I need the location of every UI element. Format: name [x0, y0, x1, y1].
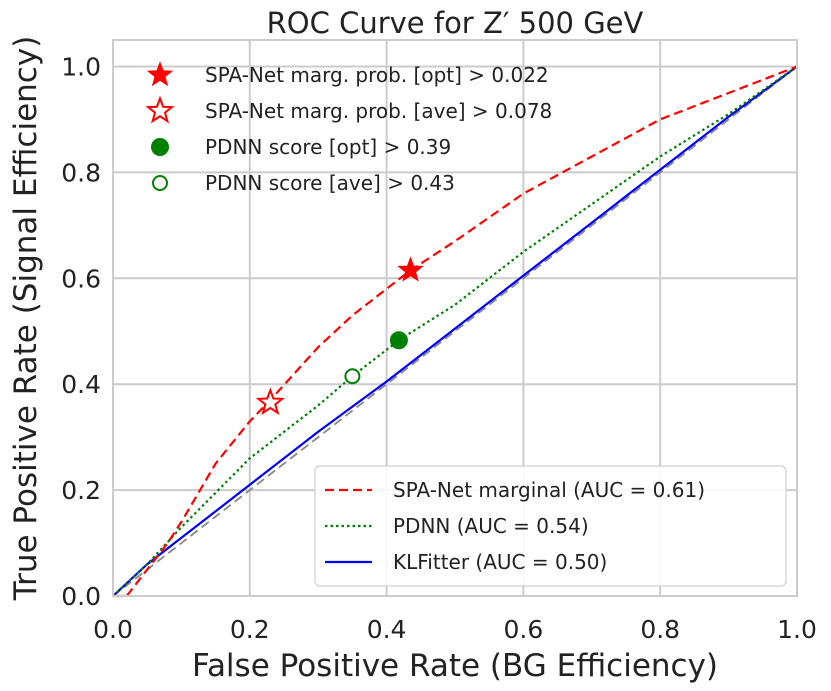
y-tick-label: 1.0 [61, 52, 101, 81]
x-axis-label: False Positive Rate (BG Efficiency) [192, 648, 718, 684]
data-point-circle-filled [389, 331, 408, 350]
data-point-circle-open [344, 368, 361, 385]
y-tick-label: 0.8 [61, 158, 101, 187]
y-tick-labels: 0.0 0.2 0.4 0.6 0.8 1.0 [61, 52, 101, 611]
data-point-star-filled [397, 256, 424, 282]
y-tick-label: 0.0 [61, 582, 101, 611]
x-tick-label: 0.4 [367, 615, 407, 644]
x-tick-label: 0.2 [230, 615, 270, 644]
legend-marker-label: SPA-Net marg. prob. [ave] > 0.078 [205, 99, 552, 123]
y-axis-label: True Positive Rate (Signal Efficiency) [8, 36, 44, 602]
x-tick-label: 1.0 [777, 615, 817, 644]
legend-markers: SPA-Net marg. prob. [opt] > 0.022 SPA-Net… [145, 61, 552, 195]
legend-lines: SPA-Net marginal (AUC = 0.61) PDNN (AUC =… [314, 465, 787, 587]
legend-line-label: SPA-Net marginal (AUC = 0.61) [393, 478, 705, 502]
y-tick-label: 0.4 [61, 370, 101, 399]
series-line-random [112, 65, 798, 597]
data-point-star-open [255, 387, 285, 416]
x-tick-label: 0.0 [93, 615, 133, 644]
y-tick-label: 0.2 [61, 476, 101, 505]
legend-marker-label: PDNN score [opt] > 0.39 [205, 135, 451, 159]
legend-marker-star-filled [146, 61, 174, 87]
chart-title: ROC Curve for Z′ 500 GeV [267, 6, 644, 40]
legend-marker-circle-filled [151, 138, 169, 156]
series-line-klfitter [112, 65, 798, 597]
series-line-spanet [113, 65, 798, 598]
legend-marker-star-open [145, 95, 175, 124]
legend-lines-box [314, 465, 787, 587]
x-tick-labels: 0.0 0.2 0.4 0.6 0.8 1.0 [93, 615, 817, 644]
marker-points [255, 256, 424, 416]
plot-frame [112, 39, 798, 597]
y-tick-label: 0.6 [61, 264, 101, 293]
legend-marker-circle-open [152, 175, 168, 191]
x-tick-label: 0.8 [640, 615, 680, 644]
grid [112, 40, 798, 597]
legend-marker-label: SPA-Net marg. prob. [opt] > 0.022 [205, 63, 549, 87]
legend-line-label: KLFitter (AUC = 0.50) [393, 550, 607, 574]
legend-line-label: PDNN (AUC = 0.54) [393, 514, 589, 538]
legend-marker-label: PDNN score [ave] > 0.43 [205, 171, 455, 195]
x-tick-label: 0.6 [504, 615, 544, 644]
